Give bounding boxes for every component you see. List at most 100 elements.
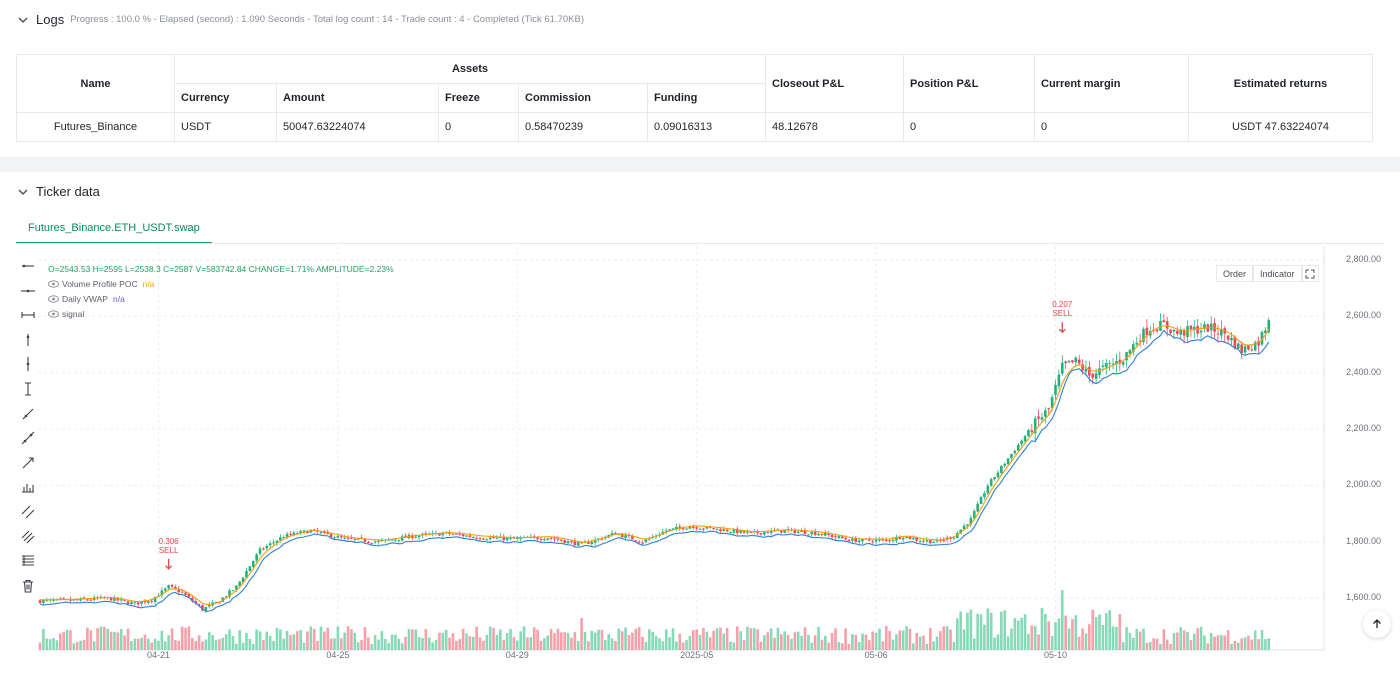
candle-body bbox=[742, 530, 746, 533]
candle-body bbox=[275, 540, 279, 544]
candle-body bbox=[637, 541, 641, 543]
volume-bar bbox=[922, 635, 925, 650]
order-button[interactable]: Order bbox=[1216, 265, 1254, 282]
eye-icon[interactable] bbox=[48, 280, 59, 288]
chevron-down-icon[interactable] bbox=[16, 13, 30, 27]
fullscreen-icon[interactable] bbox=[1301, 265, 1319, 282]
eye-icon[interactable] bbox=[48, 295, 59, 303]
volume-bar bbox=[275, 627, 279, 650]
legend-signal[interactable]: signal bbox=[48, 309, 84, 319]
candle-body bbox=[1240, 344, 1243, 354]
legend-poc[interactable]: Volume Profile POC n/a bbox=[48, 279, 154, 289]
ticker-header[interactable]: Ticker data bbox=[16, 184, 100, 199]
candle-body bbox=[688, 526, 692, 529]
candle-body bbox=[231, 590, 235, 592]
candle-body bbox=[204, 607, 208, 611]
chart-controls: Order Indicator bbox=[1216, 265, 1319, 282]
volume-bar bbox=[1071, 619, 1074, 650]
trend-line-icon[interactable] bbox=[20, 430, 36, 446]
volume-bar bbox=[238, 630, 242, 650]
candle-body bbox=[1033, 418, 1037, 434]
candle-body bbox=[898, 536, 902, 539]
fib-levels-icon[interactable] bbox=[20, 553, 36, 569]
volume-bar bbox=[1135, 628, 1139, 650]
arrow-line-icon[interactable] bbox=[20, 455, 36, 471]
eye-icon[interactable] bbox=[48, 310, 59, 318]
candle-body bbox=[113, 597, 116, 601]
volume-bar bbox=[167, 635, 170, 650]
volume-bar bbox=[1013, 618, 1017, 650]
candle-body bbox=[796, 531, 800, 533]
volume-bar bbox=[607, 634, 610, 650]
candle-body bbox=[566, 541, 570, 544]
volume-bar bbox=[499, 629, 502, 650]
candle-body bbox=[1145, 327, 1149, 336]
volume-bar bbox=[519, 631, 522, 650]
candle-body bbox=[1077, 359, 1081, 364]
volume-bar bbox=[928, 628, 932, 650]
candle-body bbox=[1104, 363, 1108, 368]
candlestick-chart[interactable] bbox=[38, 246, 1328, 664]
volume-bar bbox=[251, 643, 255, 650]
vertical-segment-icon[interactable] bbox=[20, 381, 36, 397]
candle-body bbox=[1203, 324, 1206, 329]
candle-body bbox=[136, 602, 140, 605]
candle-body bbox=[1057, 374, 1061, 387]
indicator-button[interactable]: Indicator bbox=[1253, 265, 1302, 282]
candle-body bbox=[353, 538, 357, 540]
chevron-down-icon[interactable] bbox=[16, 185, 30, 199]
candle-body bbox=[346, 537, 350, 539]
volume-bar bbox=[515, 640, 519, 650]
logs-header[interactable]: Logs Progress : 100.0 % - Elapsed (secon… bbox=[16, 12, 584, 27]
volume-bar bbox=[597, 629, 600, 650]
volume-bar bbox=[749, 628, 753, 650]
candle-body bbox=[1098, 368, 1101, 376]
parallel-channel-icon[interactable] bbox=[20, 504, 36, 520]
volume-bar bbox=[820, 639, 824, 650]
volume-bar bbox=[214, 640, 218, 650]
horizontal-segment-icon[interactable] bbox=[20, 307, 36, 323]
volume-bar bbox=[1077, 636, 1081, 650]
volume-bar bbox=[289, 635, 292, 650]
scroll-to-top-button[interactable] bbox=[1363, 610, 1391, 638]
horizontal-line-icon[interactable] bbox=[20, 283, 36, 299]
candle-body bbox=[840, 536, 844, 539]
volume-bar bbox=[292, 634, 296, 650]
price-range-icon[interactable] bbox=[20, 479, 36, 495]
candle-body bbox=[888, 540, 891, 542]
trend-ray-icon[interactable] bbox=[20, 406, 36, 422]
volume-bar bbox=[553, 633, 556, 650]
fib-lines-icon[interactable] bbox=[20, 529, 36, 545]
candle-body bbox=[1230, 338, 1233, 341]
candle-body bbox=[235, 585, 238, 590]
tab-eth-usdt-swap[interactable]: Futures_Binance.ETH_USDT.swap bbox=[16, 214, 212, 244]
candle-body bbox=[38, 600, 42, 603]
candle-body bbox=[996, 472, 1000, 478]
candle-body bbox=[648, 538, 651, 540]
volume-bar bbox=[546, 635, 550, 650]
candle-body bbox=[1111, 363, 1115, 365]
y-tick-label: 2,800.00 bbox=[1346, 254, 1382, 265]
candle-body bbox=[803, 530, 807, 535]
horizontal-ray-icon[interactable] bbox=[20, 258, 36, 274]
volume-bar bbox=[529, 637, 533, 650]
candle-body bbox=[1074, 357, 1078, 363]
volume-bar bbox=[180, 626, 184, 650]
vertical-line-icon[interactable] bbox=[20, 356, 36, 372]
volume-bar bbox=[109, 631, 113, 650]
volume-bar bbox=[1243, 637, 1247, 650]
candle-body bbox=[1050, 397, 1054, 409]
volume-bar bbox=[1172, 633, 1176, 650]
volume-bar bbox=[417, 637, 421, 650]
candle-body bbox=[871, 541, 875, 543]
volume-bar bbox=[1074, 615, 1078, 650]
legend-vwap[interactable]: Daily VWAP n/a bbox=[48, 294, 125, 304]
delete-icon[interactable] bbox=[20, 578, 36, 594]
vertical-ray-icon[interactable] bbox=[20, 332, 36, 348]
volume-bar bbox=[268, 635, 272, 650]
cell-closeout-pnl: 48.12678 bbox=[765, 112, 904, 142]
volume-bar bbox=[336, 626, 340, 650]
candle-body bbox=[62, 598, 65, 600]
candle-body bbox=[884, 539, 888, 541]
volume-bar bbox=[783, 631, 786, 650]
